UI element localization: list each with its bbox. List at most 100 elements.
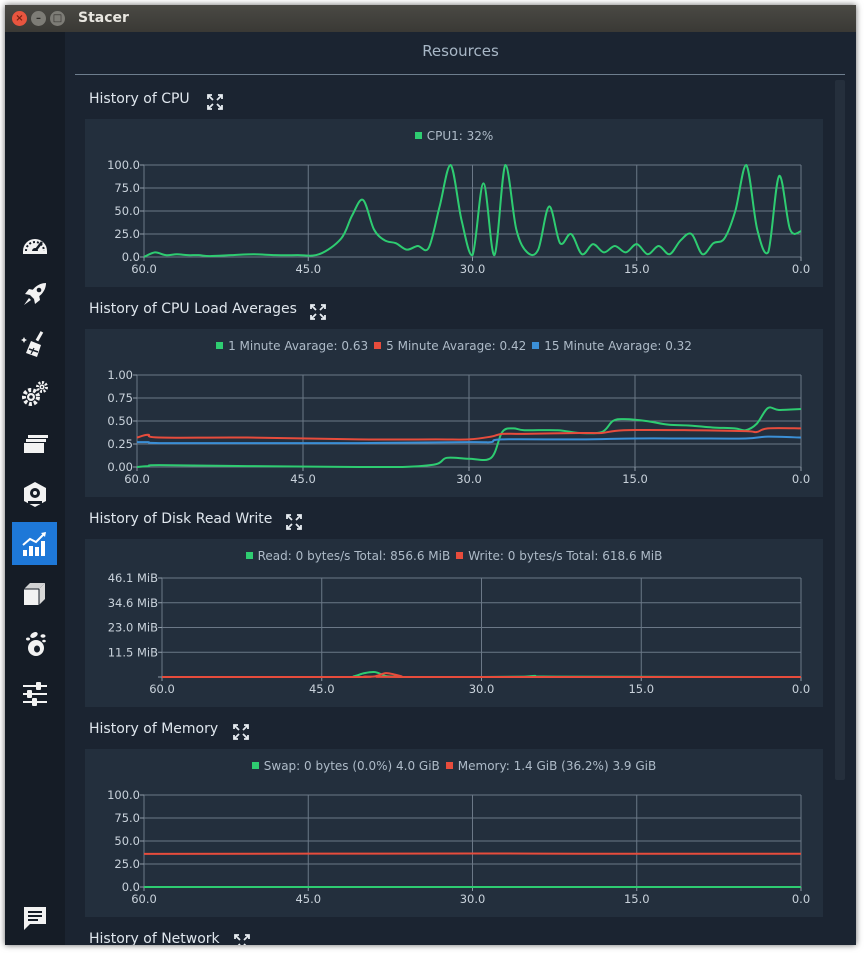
legend-swatch [532,342,540,349]
sidebar-item-uninstaller[interactable] [12,472,57,515]
sidebar-item-processes[interactable] [12,422,57,465]
legend-item[interactable]: 5 Minute Avarage: 0.42 [374,339,526,353]
sidebar-item-dashboard[interactable] [12,222,57,265]
memory-chart: Swap: 0 bytes (0.0%) 4.0 GiB Memory: 1.4 … [85,749,823,917]
legend-item[interactable]: 15 Minute Avarage: 0.32 [532,339,692,353]
feedback-icon [23,906,46,930]
x-tick-label: 60.0 [131,892,157,906]
series-line [136,427,802,441]
expand-icon[interactable] [233,933,251,945]
chart-legend: Read: 0 bytes/s Total: 856.6 MiB Write: 0… [85,549,823,563]
legend-item[interactable]: Swap: 0 bytes (0.0%) 4.0 GiB [251,759,440,773]
x-tick-label: 45.0 [295,262,321,276]
series-line [162,672,801,678]
processes-icon [23,434,48,453]
header-divider [75,74,845,75]
chart-legend: 1 Minute Avarage: 0.63 5 Minute Avarage: … [85,339,823,353]
y-tick-label: 23.0 MiB [108,621,158,635]
disk-section-title: History of Disk Read Write [89,511,273,527]
legend-item[interactable]: Read: 0 bytes/s Total: 856.6 MiB [245,549,451,563]
y-tick-label: 11.5 MiB [108,645,158,659]
legend-label: CPU1: 32% [426,129,494,143]
x-tick-label: 0.0 [792,472,810,486]
legend-swatch [251,762,259,769]
legend-swatch [374,342,382,349]
x-tick-label: 15.0 [628,682,654,696]
x-tick-label: 15.0 [624,262,650,276]
legend-label: 1 Minute Avarage: 0.63 [228,339,369,353]
maximize-window-button[interactable]: □ [50,11,65,26]
series-line [143,163,802,258]
y-tick-label: 46.1 MiB [108,571,158,585]
resources-scroll-area[interactable]: History of CPU CPU1: 32% 0.0 25.0 50.0 75.0 1… [75,78,831,945]
y-tick-label: 100.0 [107,158,140,172]
expand-icon[interactable] [232,723,250,741]
series-line [136,406,802,468]
y-tick-label: 0.0 [122,880,140,894]
uninstaller-icon [23,481,46,507]
y-tick-label: 25.0 [114,857,140,871]
sidebar-item-startup-apps[interactable] [12,272,57,315]
chart-svg: 0.0 25.0 50.0 75.0 100.0 60.0 45.0 30.0 15.0 0.0 [107,788,810,906]
x-tick-label: 60.0 [124,472,150,486]
legend-item[interactable]: CPU1: 32% [414,129,494,143]
cpu-chart: CPU1: 32% 0.0 25.0 50.0 75.0 100.0 60.0 45.0 30.… [85,119,823,287]
services-icon [21,380,48,406]
x-tick-label: 0.0 [792,892,810,906]
y-tick-label: 0.25 [107,437,133,451]
x-tick-label: 0.0 [792,682,810,696]
y-tick-label: 100.0 [107,788,140,802]
series-line [136,435,802,445]
gnome-settings-icon [25,631,46,656]
y-tick-label: 0.50 [107,414,133,428]
close-window-button[interactable]: × [12,11,27,26]
vertical-scrollbar[interactable] [835,80,845,780]
legend-swatch [414,132,422,139]
load-section-title: History of CPU Load Averages [89,301,297,317]
legend-item[interactable]: Memory: 1.4 GiB (36.2%) 3.9 GiB [445,759,657,773]
sidebar-item-gnome-settings[interactable] [12,622,57,665]
y-tick-label: 50.0 [114,834,140,848]
apt-repository-icon [23,582,45,605]
y-tick-label: 0.00 [107,460,133,474]
expand-icon[interactable] [206,93,224,111]
sidebar [5,32,65,945]
sidebar-item-services[interactable] [12,372,57,415]
window-title: Stacer [78,10,129,26]
expand-icon[interactable] [285,513,303,531]
settings-icon [22,681,47,706]
expand-icon[interactable] [309,303,327,321]
legend-swatch [216,342,224,349]
legend-label: 15 Minute Avarage: 0.32 [544,339,692,353]
sidebar-item-resources[interactable] [12,522,57,565]
cpu-section-title: History of CPU [89,91,190,107]
disk-chart: Read: 0 bytes/s Total: 856.6 MiB Write: 0… [85,539,823,707]
sidebar-item-apt-repository[interactable] [12,572,57,615]
page-title: Resources [422,42,499,60]
legend-label: Swap: 0 bytes (0.0%) 4.0 GiB [263,759,440,773]
x-tick-label: 45.0 [295,892,321,906]
resources-page: Resources History of CPU CPU1: 32% 0.0 25.… [65,32,856,945]
y-tick-label: 1.00 [107,368,133,382]
legend-item[interactable]: Write: 0 bytes/s Total: 618.6 MiB [456,549,662,563]
y-tick-label: 75.0 [114,811,140,825]
y-tick-label: 25.0 [114,227,140,241]
sidebar-item-system-cleaner[interactable] [12,322,57,365]
stacer-window: × – □ Stacer [5,5,856,945]
legend-label: Memory: 1.4 GiB (36.2%) 3.9 GiB [457,759,657,773]
chart-legend: CPU1: 32% [85,129,823,143]
legend-label: Read: 0 bytes/s Total: 856.6 MiB [257,549,451,563]
x-tick-label: 45.0 [290,472,316,486]
x-tick-label: 30.0 [460,262,486,276]
memory-section-title: History of Memory [89,721,219,737]
chart-legend: Swap: 0 bytes (0.0%) 4.0 GiB Memory: 1.4 … [85,759,823,773]
legend-swatch [456,552,464,559]
sidebar-item-feedback[interactable] [12,896,57,939]
x-tick-label: 30.0 [469,682,495,696]
legend-swatch [245,552,253,559]
sidebar-item-settings[interactable] [12,672,57,715]
load-chart: 1 Minute Avarage: 0.63 5 Minute Avarage: … [85,329,823,497]
legend-item[interactable]: 1 Minute Avarage: 0.63 [216,339,368,353]
minimize-window-button[interactable]: – [31,11,46,26]
startup-apps-icon [23,282,46,305]
